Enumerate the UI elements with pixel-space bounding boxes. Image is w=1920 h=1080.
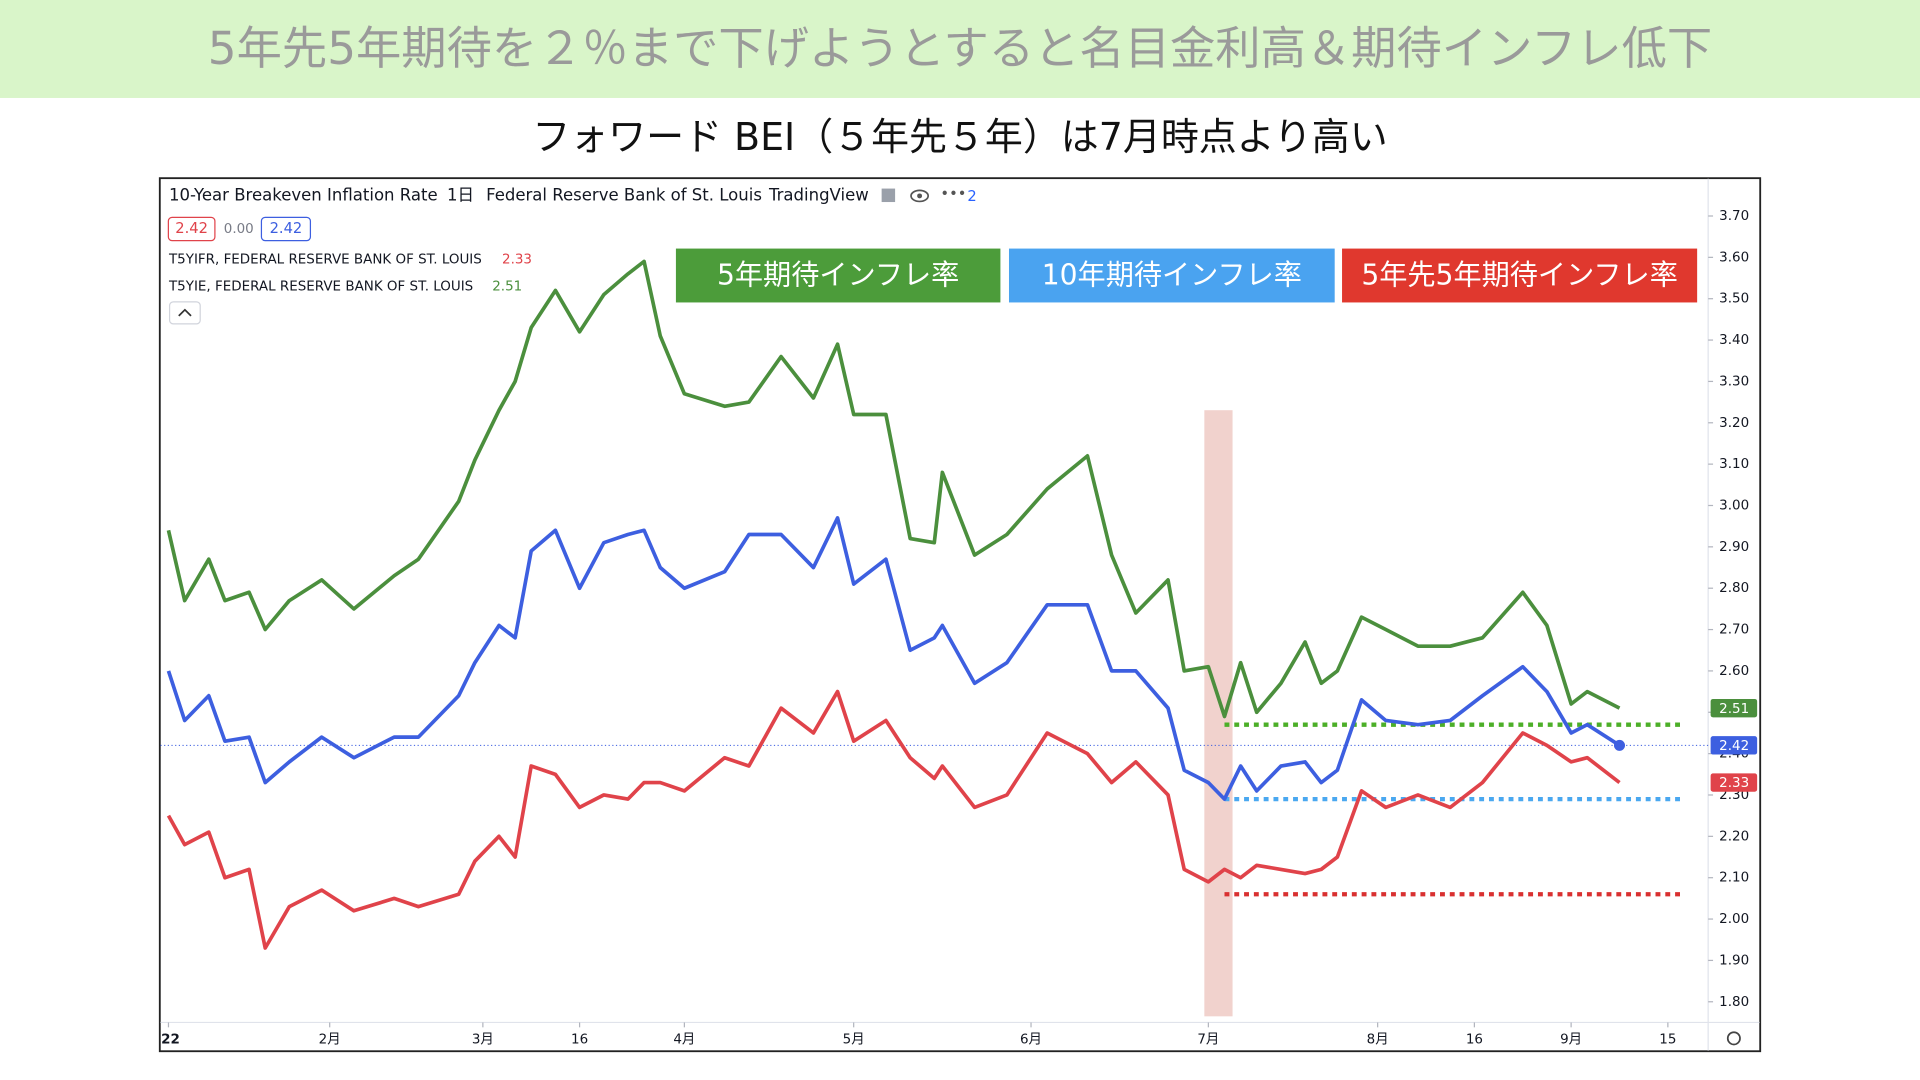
badge: 2.42 — [270, 220, 303, 237]
x-tick-label: 22 — [161, 1033, 180, 1048]
y-tick-label: 3.20 — [1719, 416, 1749, 431]
legend-label: 5年先5年期待インフレ率 — [1361, 259, 1678, 292]
y-tick-label: 2.60 — [1719, 664, 1749, 679]
last-value-box — [1710, 736, 1758, 755]
series-line — [166, 259, 1621, 719]
tv-fragment: 2 — [967, 188, 976, 205]
y-tick-label: 2.00 — [1719, 912, 1749, 927]
legend-value: 2.51 — [492, 280, 522, 295]
x-tick-label: 6月 — [1020, 1033, 1042, 1048]
x-tick-label: 8月 — [1367, 1033, 1389, 1048]
eye-icon[interactable] — [910, 189, 930, 203]
y-tick-label: 3.40 — [1719, 333, 1749, 348]
legend-label: T5YIE, FEDERAL RESERVE BANK OF ST. LOUIS — [168, 280, 473, 295]
last-value-label: 2.51 — [1719, 702, 1749, 717]
more-icon[interactable]: ••• — [940, 186, 966, 203]
legend-label: 5年期待インフレ率 — [717, 259, 959, 292]
settings-icon[interactable] — [1726, 1031, 1741, 1046]
x-tick-label: 2月 — [319, 1033, 341, 1048]
y-tick-label: 3.60 — [1719, 250, 1749, 265]
last-value-label: 2.42 — [1719, 739, 1749, 754]
y-tick-label: 2.70 — [1719, 623, 1749, 638]
title-banner — [0, 0, 1920, 98]
legend-value: 2.33 — [502, 253, 532, 268]
x-tick-label: 15 — [1659, 1033, 1676, 1048]
y-tick-label: 1.90 — [1719, 953, 1749, 968]
tv-source: Federal Reserve Bank of St. Louis — [486, 185, 762, 204]
last-value-box — [1710, 773, 1758, 792]
slide-title: 5年先5年期待を２％まで下げようとすると名目金利高＆期待インフレ低下 — [208, 22, 1712, 75]
highlight-band — [1204, 410, 1233, 1017]
chart-frame — [158, 177, 1762, 1053]
legend-box — [1342, 248, 1698, 303]
last-value-box — [1710, 698, 1758, 718]
tv-brand: TradingView — [768, 185, 869, 204]
legend-label: 10年期待インフレ率 — [1042, 259, 1302, 292]
y-tick-label: 3.00 — [1719, 498, 1749, 513]
x-tick-label: 16 — [571, 1033, 588, 1048]
badge-box — [260, 216, 312, 242]
series-line — [166, 516, 1621, 801]
y-tick-label: 3.50 — [1719, 292, 1749, 307]
series-line — [166, 689, 1621, 950]
badge-box — [167, 216, 216, 242]
legend-box — [675, 248, 1001, 303]
collapse-icon — [178, 308, 192, 317]
x-tick-label: 16 — [1466, 1033, 1483, 1048]
tv-interval: 1日 — [447, 185, 474, 204]
y-tick-label: 3.30 — [1719, 374, 1749, 389]
x-tick-label: 3月 — [472, 1033, 494, 1048]
x-tick-label: 4月 — [673, 1033, 695, 1048]
x-tick-label: 5月 — [843, 1033, 865, 1048]
y-tick-label: 2.10 — [1719, 871, 1749, 886]
y-tick-label: 3.70 — [1719, 209, 1749, 224]
collapse-button[interactable] — [168, 301, 201, 325]
slide-subtitle: フォワード BEI（５年先５年）は7月時点より高い — [532, 115, 1387, 159]
y-tick-label: 2.90 — [1719, 540, 1749, 555]
last-point — [1613, 739, 1625, 751]
tv-title: 10-Year Breakeven Inflation Rate — [169, 185, 438, 204]
y-tick-label: 3.10 — [1719, 457, 1749, 472]
last-value-label: 2.33 — [1719, 776, 1749, 791]
badge: 2.42 — [175, 220, 208, 237]
badge: 0.00 — [224, 222, 254, 237]
legend-box — [1008, 248, 1335, 303]
legend-label: T5YIFR, FEDERAL RESERVE BANK OF ST. LOUI… — [168, 253, 482, 268]
y-tick-label: 1.80 — [1719, 995, 1749, 1010]
eye-pupil — [917, 193, 923, 199]
x-tick-label: 7月 — [1197, 1033, 1219, 1048]
x-tick-label: 9月 — [1560, 1033, 1582, 1048]
y-tick-label: 2.20 — [1719, 829, 1749, 844]
y-tick-label: 2.80 — [1719, 581, 1749, 596]
flag-icon[interactable] — [881, 188, 896, 203]
